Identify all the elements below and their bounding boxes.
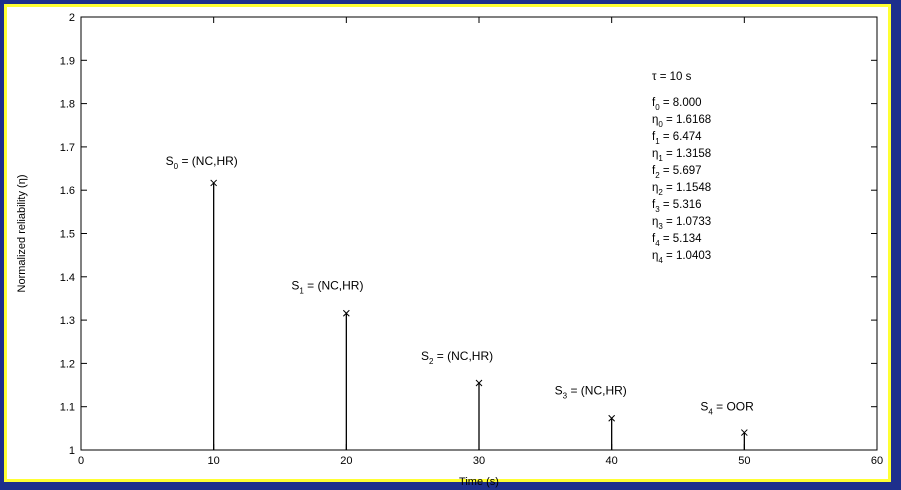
y-tick-label: 1.1	[60, 402, 75, 414]
x-tick-label: 10	[208, 455, 220, 467]
y-tick-label: 1.4	[60, 272, 75, 284]
x-tick-label: 0	[78, 455, 84, 467]
x-tick-label: 50	[738, 455, 750, 467]
x-axis-label: Time (s)	[459, 476, 499, 488]
y-tick-label: 1.6	[60, 185, 75, 197]
x-tick-label: 60	[871, 455, 883, 467]
y-axis-label: Normalized reliability (η)	[16, 175, 28, 293]
y-tick-label: 1.5	[60, 229, 75, 241]
y-tick-label: 1	[69, 445, 75, 457]
x-tick-label: 40	[606, 455, 618, 467]
y-tick-label: 2	[69, 12, 75, 24]
x-tick-label: 20	[340, 455, 352, 467]
y-tick-label: 1.7	[60, 142, 75, 154]
y-tick-label: 1.3	[60, 315, 75, 327]
y-tick-label: 1.8	[60, 99, 75, 111]
y-tick-label: 1.9	[60, 55, 75, 67]
x-tick-label: 30	[473, 455, 485, 467]
y-tick-label: 1.2	[60, 358, 75, 370]
tau-label: τ = 10 s	[652, 71, 692, 83]
